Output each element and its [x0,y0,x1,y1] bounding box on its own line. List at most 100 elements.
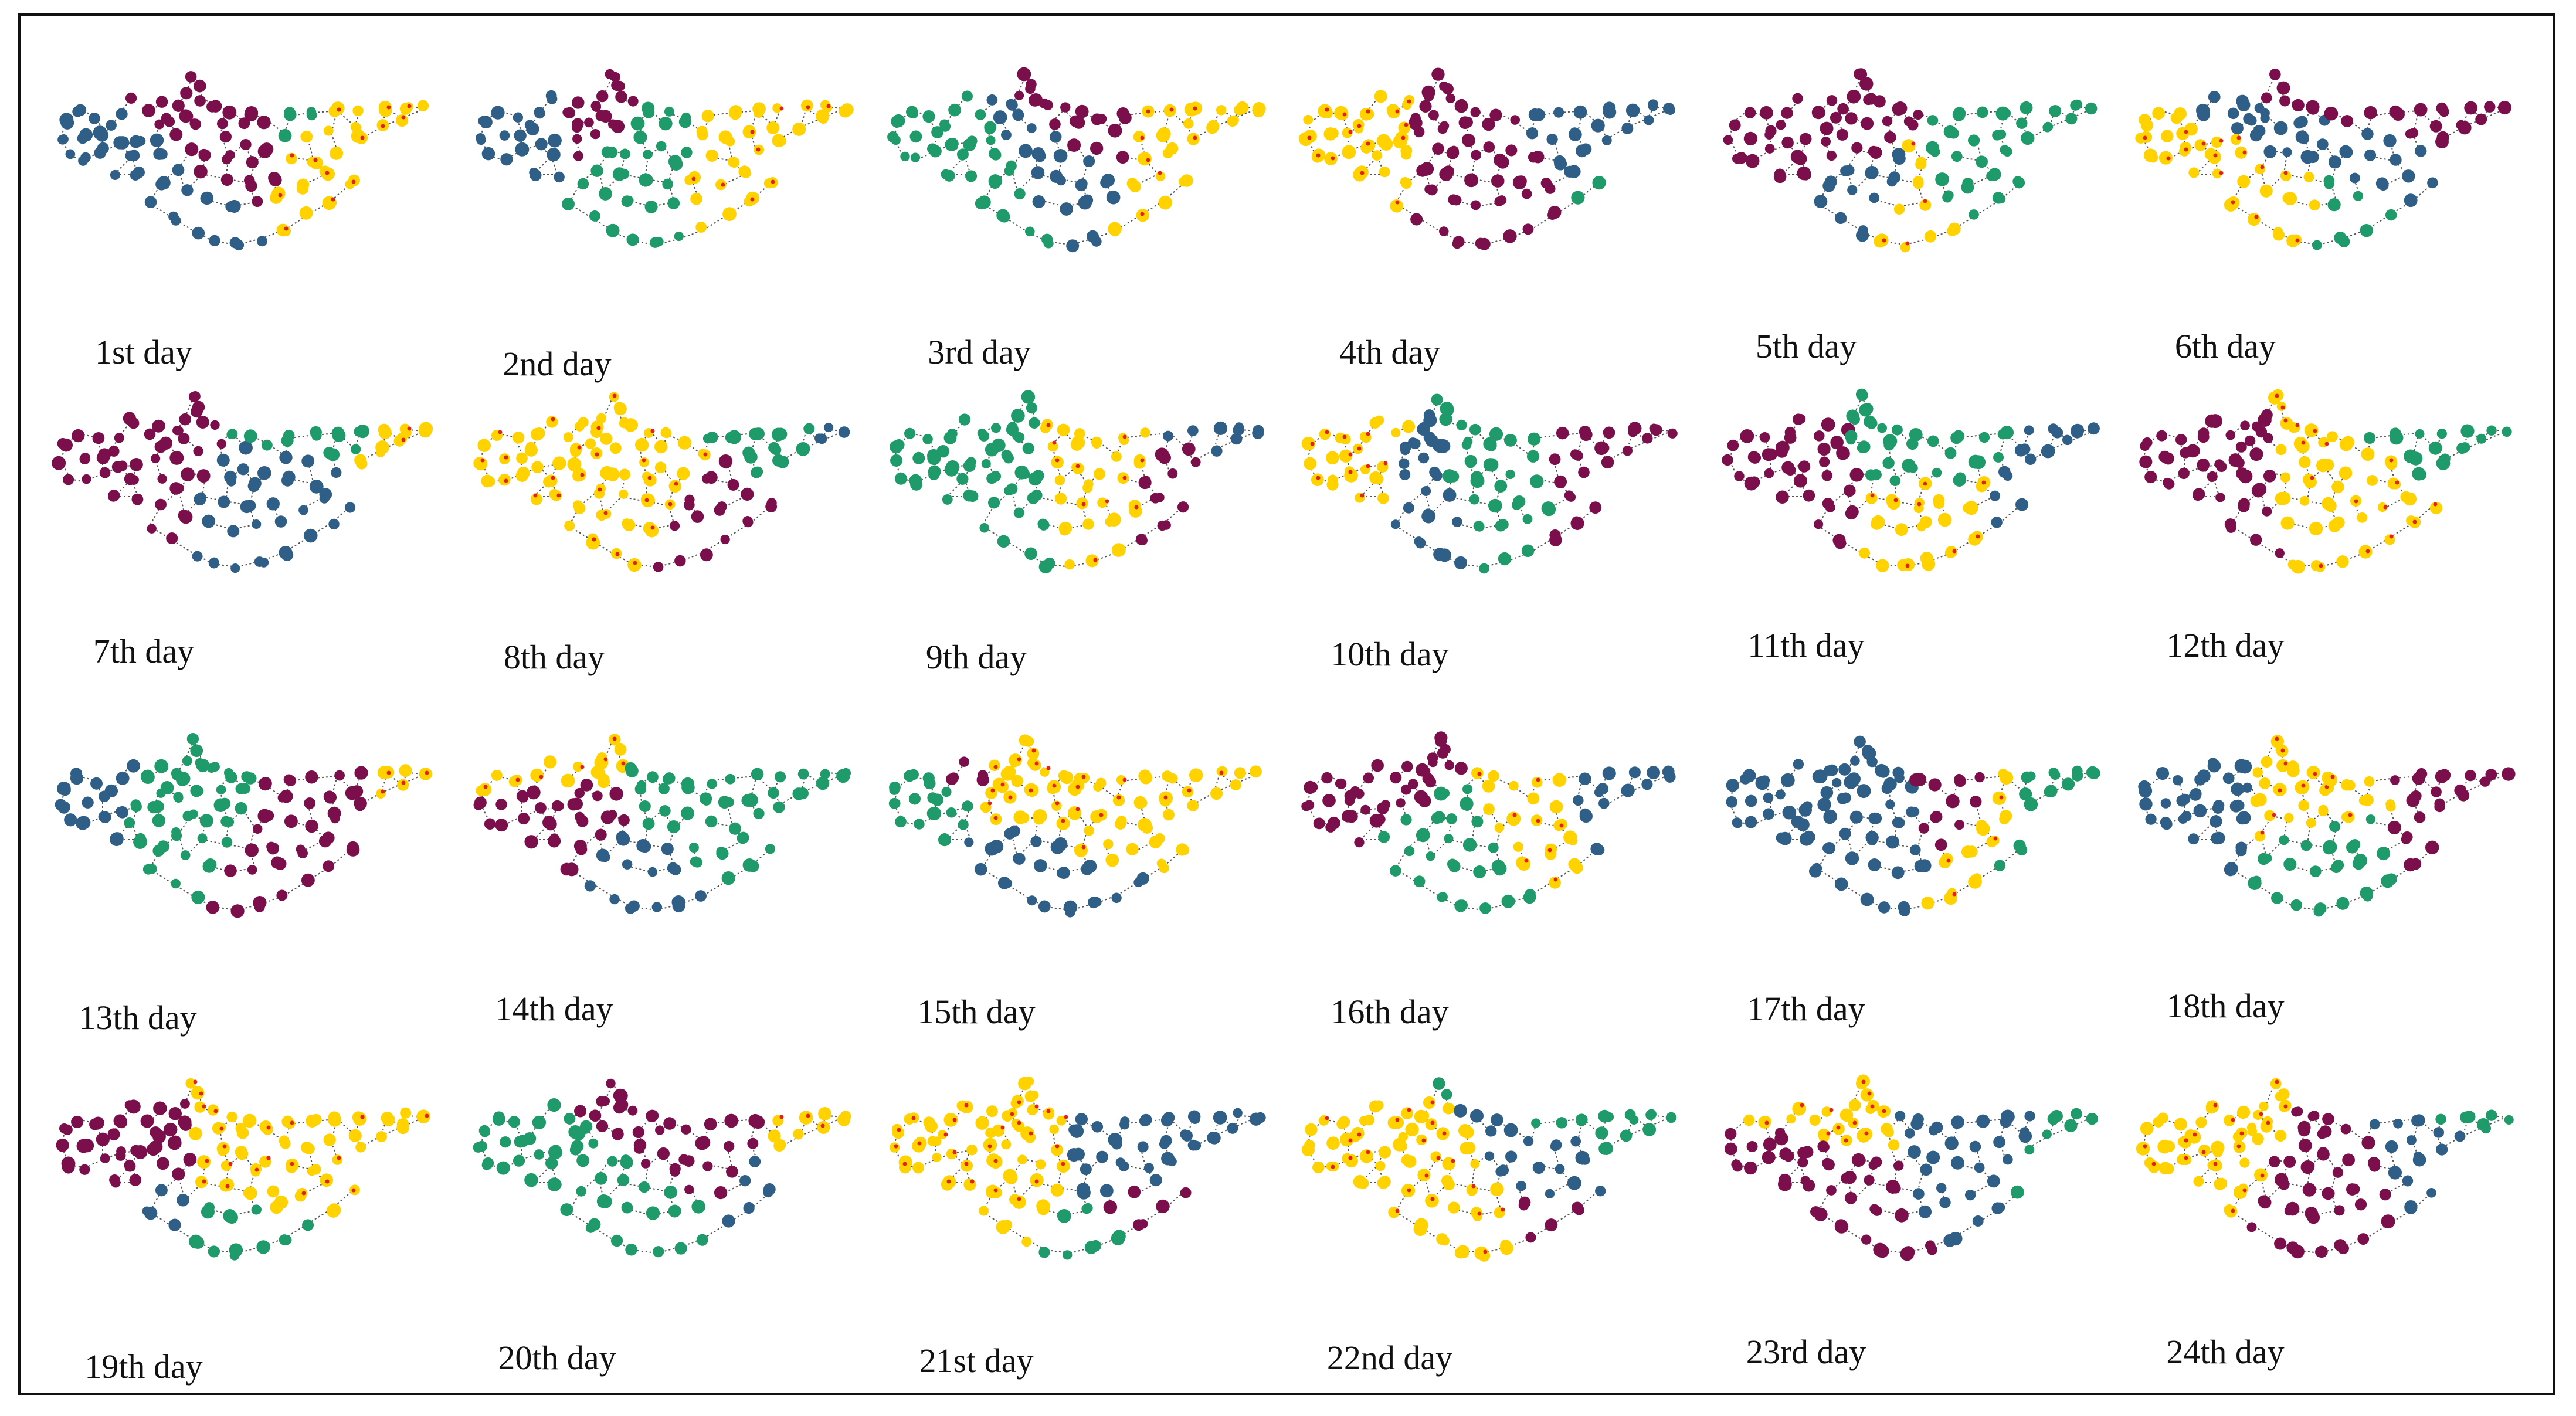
node [681,1124,691,1135]
node [1414,1109,1428,1124]
node [1137,1141,1149,1153]
node [2324,773,2338,787]
node [515,142,530,157]
node [169,450,184,465]
node [695,221,707,233]
node [1521,188,1532,199]
edge [131,821,138,840]
node [684,1184,694,1194]
edge [1366,97,1379,113]
edge [2330,112,2349,121]
network-map [57,71,429,251]
node [2275,548,2285,558]
node [1409,438,1421,450]
node [180,87,193,100]
node [151,453,161,464]
edge [1146,161,1159,175]
node-marker [1017,757,1021,762]
node [1579,809,1593,823]
node [1995,193,2006,204]
node [1443,488,1457,502]
node [2158,151,2173,165]
node [1179,844,1190,855]
node [1054,493,1067,505]
day-panel: 18th day [2126,722,2536,1051]
node [142,864,154,875]
node [966,1144,978,1156]
node-marker [360,135,365,140]
node [2327,431,2338,443]
node-marker [401,780,406,785]
node-marker [993,1159,998,1163]
network-nodes [473,1078,851,1258]
edge [727,522,751,538]
node [2086,766,2099,779]
node-marker [2301,783,2306,788]
node-marker [2219,138,2224,143]
node [1091,1120,1104,1133]
edge [639,443,643,462]
node [1213,421,1228,435]
node [1885,835,1899,849]
node [2436,456,2451,471]
network-map [890,390,1264,574]
node [543,755,557,769]
edge [1366,141,1384,145]
edge [539,1106,552,1122]
edge [539,97,552,113]
edge [1105,179,1112,197]
edge [1116,115,1124,134]
node [562,197,575,210]
node [747,1137,759,1149]
node [753,807,765,820]
node [1919,515,1932,528]
node [2385,802,2396,812]
node [627,1105,638,1116]
edge [952,141,971,145]
node [728,157,738,167]
node [195,758,205,768]
node [1250,765,1262,778]
node-marker [644,498,649,502]
node [1553,107,1564,118]
node [545,474,558,487]
node [1111,1139,1122,1150]
node [481,147,495,161]
node [144,196,157,209]
node [1056,1115,1067,1126]
edge [1764,437,1771,456]
edge [515,1123,522,1142]
edge [1307,138,1317,157]
node [611,120,625,134]
node [299,206,313,220]
node [513,1154,525,1167]
node [1454,762,1468,775]
node [2415,429,2425,439]
node [615,90,627,103]
node [690,192,702,205]
edge [1442,555,1461,565]
node [1227,1122,1238,1134]
node [191,405,203,418]
edge [2354,179,2361,197]
day-panel: 20th day [463,1065,874,1394]
node [2175,434,2187,446]
node [1482,117,1495,131]
network-nodes [2135,68,2511,250]
edge [2354,502,2361,519]
node [2404,193,2418,208]
node [549,488,560,500]
node-marker [1360,171,1365,175]
node [1037,1203,1050,1215]
node [722,207,737,221]
node [2087,422,2100,435]
node [1491,174,1505,188]
node [2291,559,2305,574]
node [354,766,368,780]
node [1105,853,1119,867]
edge [1530,780,1537,799]
node [1525,1232,1536,1243]
node-marker [1348,470,1353,474]
network-edges [1307,739,1672,911]
edge [284,1123,291,1142]
